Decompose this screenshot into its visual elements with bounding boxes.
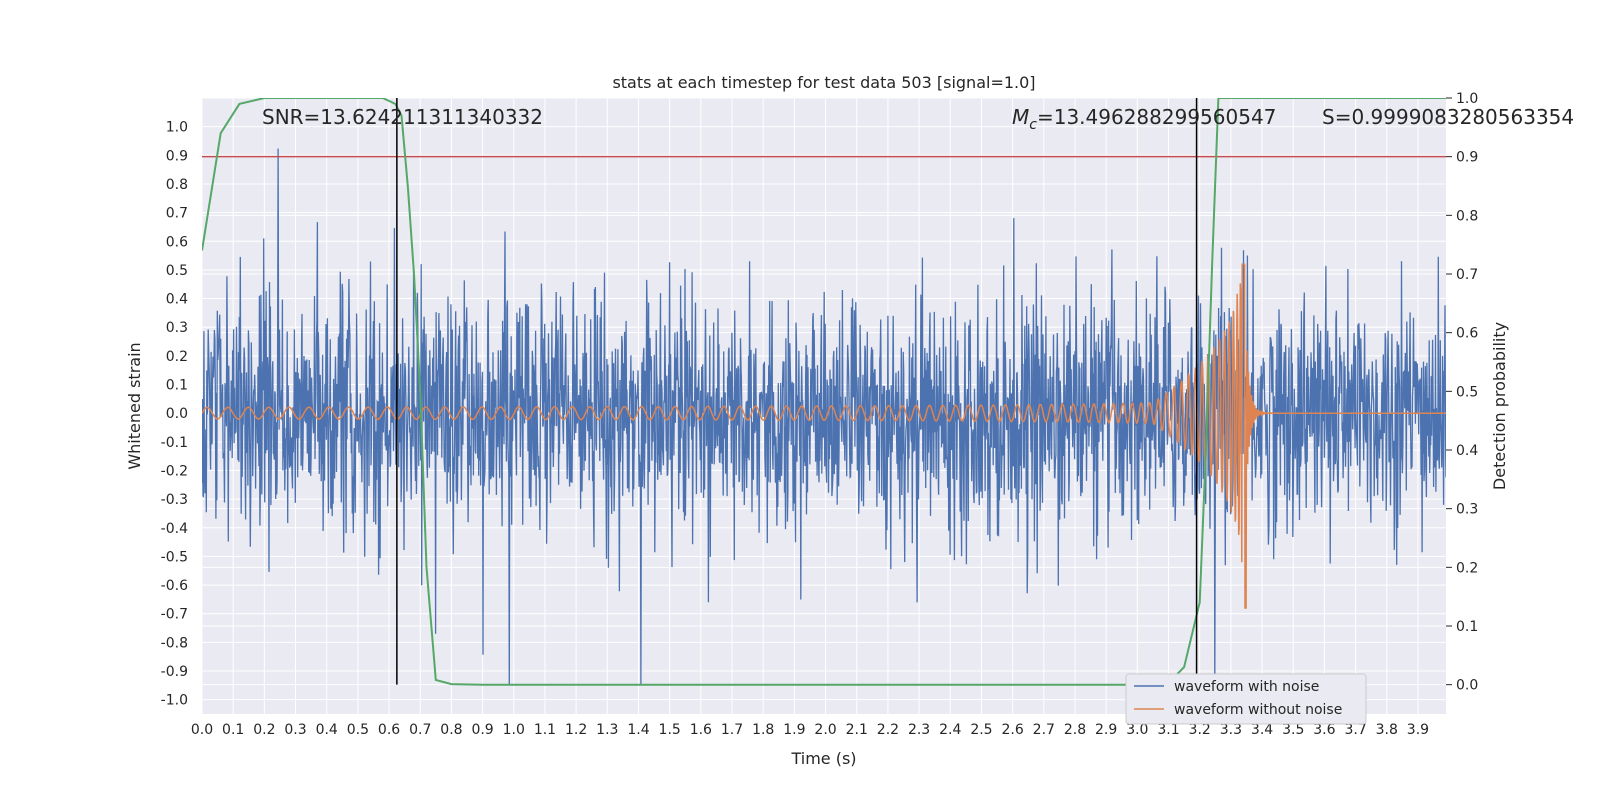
y-tick-label: -0.2 — [161, 463, 188, 479]
x-tick-label: 3.4 — [1251, 722, 1273, 738]
x-tick-label: 0.0 — [191, 722, 213, 738]
y-tick-label: -1.0 — [161, 693, 188, 709]
series-waveform-without-noise — [202, 263, 1446, 609]
snr-score-annotation: S=0.9999083280563354 — [1322, 105, 1574, 129]
x-tick-label: 1.9 — [783, 722, 805, 738]
x-tick-label: 1.4 — [627, 722, 649, 738]
x-tick-label: 3.7 — [1344, 722, 1366, 738]
x-tick-label: 1.7 — [721, 722, 743, 738]
x-tick-label: 2.4 — [939, 722, 961, 738]
right-y-tick-label: 0.7 — [1456, 267, 1478, 283]
y-tick-label: 0.3 — [166, 320, 188, 336]
legend-label-waveform-with-noise: waveform with noise — [1174, 679, 1319, 695]
x-tick-label: 0.9 — [471, 722, 493, 738]
y-tick-label: 0.6 — [166, 234, 188, 250]
y-tick-label: -0.3 — [161, 492, 188, 508]
right-y-tick-label: 0.8 — [1456, 208, 1478, 224]
chirp-mass-subscript: c — [1029, 117, 1037, 133]
x-tick-label: 1.8 — [752, 722, 774, 738]
x-tick-label: 3.3 — [1220, 722, 1242, 738]
right-y-tick-label: 0.1 — [1456, 619, 1478, 635]
x-tick-label: 1.6 — [690, 722, 712, 738]
y-tick-label: -0.8 — [161, 635, 188, 651]
x-tick-label: 3.5 — [1282, 722, 1304, 738]
right-y-tick-label: 0.0 — [1456, 678, 1478, 694]
event-markers — [396, 98, 1198, 685]
x-tick-label: 1.2 — [565, 722, 587, 738]
y-tick-label: 0.7 — [166, 206, 188, 222]
x-tick-label: 1.1 — [534, 722, 556, 738]
y-tick-label: -0.9 — [161, 664, 188, 680]
x-tick-label: 3.1 — [1157, 722, 1179, 738]
legend: waveform with noise waveform without noi… — [1125, 673, 1367, 725]
legend-box — [1125, 673, 1367, 725]
x-tick-label: 2.8 — [1064, 722, 1086, 738]
legend-label-waveform-without-noise: waveform without noise — [1174, 702, 1342, 718]
y-tick-label: -0.5 — [161, 549, 188, 565]
chart-title: stats at each timestep for test data 503… — [612, 73, 1035, 92]
plot-contents — [202, 98, 1446, 686]
x-tick-label: 0.7 — [409, 722, 431, 738]
y-tick-label: -0.6 — [161, 578, 188, 594]
x-tick-label: 2.3 — [908, 722, 930, 738]
x-tick-label: 3.8 — [1376, 722, 1398, 738]
x-axis-ticks: 0.0 0.1 0.2 0.3 0.4 0.5 0.6 0.7 0.8 0.9 1.0 1.1 1.2 1… — [191, 722, 1429, 738]
x-tick-label: 0.8 — [440, 722, 462, 738]
right-y-axis-label: Detection probability — [1490, 322, 1509, 490]
x-tick-label: 0.5 — [347, 722, 369, 738]
x-tick-label: 3.0 — [1126, 722, 1148, 738]
right-y-tick-label: 0.9 — [1456, 150, 1478, 166]
x-tick-label: 2.6 — [1001, 722, 1023, 738]
x-tick-label: 0.3 — [284, 722, 306, 738]
chirp-mass-value: =13.496288299560547 — [1037, 105, 1276, 129]
x-tick-label: 0.2 — [253, 722, 275, 738]
y-tick-label: 0.2 — [166, 349, 188, 365]
x-tick-label: 2.5 — [970, 722, 992, 738]
series-detection-probability — [202, 98, 1446, 686]
x-tick-label: 2.7 — [1033, 722, 1055, 738]
y-tick-label: 0.0 — [166, 406, 188, 422]
x-tick-label: 2.9 — [1095, 722, 1117, 738]
right-y-tick-label: 0.5 — [1456, 384, 1478, 400]
y-tick-label: -0.4 — [161, 521, 188, 537]
y-tick-label: 1.0 — [166, 120, 188, 136]
x-tick-label: 2.0 — [814, 722, 836, 738]
snr-annotation: SNR=13.624211311340332 — [262, 105, 543, 129]
x-tick-label: 0.6 — [378, 722, 400, 738]
x-tick-label: 2.2 — [877, 722, 899, 738]
x-tick-label: 0.1 — [222, 722, 244, 738]
right-y-tick-label: 0.2 — [1456, 560, 1478, 576]
y-tick-label: 0.8 — [166, 177, 188, 193]
y-tick-label: -0.1 — [161, 435, 188, 451]
x-tick-label: 3.2 — [1189, 722, 1211, 738]
right-y-axis-ticks: 1.0 0.9 0.8 0.7 0.6 0.5 0.4 0.3 0.2 0.1 0.0 — [1446, 91, 1478, 694]
x-tick-label: 0.4 — [316, 722, 338, 738]
detection-probability-line — [202, 98, 1446, 686]
chirp-mass-annotation: Mc=13.496288299560547 — [1012, 105, 1276, 133]
y-tick-label: 0.1 — [166, 378, 188, 394]
x-tick-label: 1.0 — [503, 722, 525, 738]
x-tick-label: 1.5 — [659, 722, 681, 738]
waveform-without-noise-line — [202, 263, 1446, 609]
right-y-tick-label: 0.4 — [1456, 443, 1478, 459]
y-axis-label: Whitened strain — [125, 342, 144, 469]
y-tick-label: 0.9 — [166, 148, 188, 164]
right-y-tick-label: 0.6 — [1456, 326, 1478, 342]
x-tick-label: 1.3 — [596, 722, 618, 738]
chirp-mass-symbol: M — [1012, 105, 1029, 129]
y-tick-label: -0.7 — [161, 607, 188, 623]
right-y-tick-label: 1.0 — [1456, 91, 1478, 107]
x-tick-label: 2.1 — [846, 722, 868, 738]
y-tick-label: 0.5 — [166, 263, 188, 279]
right-y-tick-label: 0.3 — [1456, 502, 1478, 518]
y-tick-label: 0.4 — [166, 292, 188, 308]
x-axis-label: Time (s) — [790, 749, 856, 768]
x-tick-label: 3.9 — [1407, 722, 1429, 738]
y-axis-ticks: 1.0 0.9 0.8 0.7 0.6 0.5 0.4 0.3 0.2 0.1 0.0 -0.1 -0.… — [161, 120, 188, 709]
x-tick-label: 3.6 — [1313, 722, 1335, 738]
